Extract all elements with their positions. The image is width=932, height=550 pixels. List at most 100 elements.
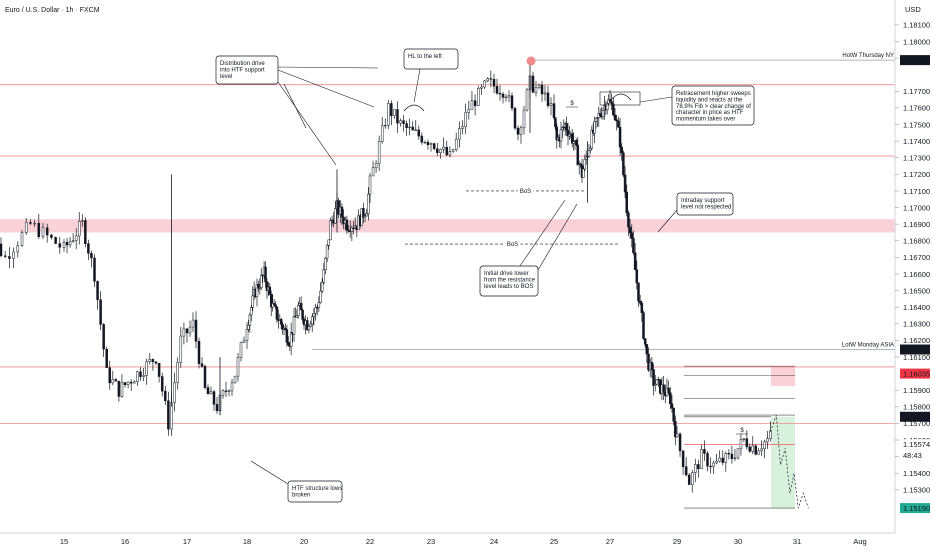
candle-body: [420, 135, 424, 143]
candle-body: [522, 109, 526, 129]
axis-currency-label: USD: [905, 5, 921, 14]
candle-body: [411, 126, 414, 131]
high-dot-marker: [526, 56, 536, 66]
candle-body: [760, 448, 763, 452]
candle-body: [363, 215, 367, 218]
note-distribution-drive-line-0: Distribution drive: [220, 61, 265, 67]
candle-body: [84, 220, 87, 244]
candle-body: [65, 242, 69, 246]
candle-body: [269, 294, 273, 308]
candle-body: [68, 241, 72, 246]
candle-body: [215, 404, 219, 412]
htf-support-zone: [0, 219, 895, 233]
candle-body: [325, 244, 329, 259]
note-distribution-drive-box[interactable]: [215, 55, 279, 85]
candle-body: [559, 129, 563, 142]
candle-body: [327, 239, 330, 246]
y-tick-label: 1.17100: [903, 187, 930, 196]
note-retracement-line-0: Retracement higher sweeps: [676, 91, 751, 97]
y-tick-label: 1.18000: [903, 37, 930, 46]
x-tick-label: 15: [60, 537, 68, 546]
candle-body: [601, 109, 605, 117]
candle-body: [464, 112, 467, 127]
candle-body: [721, 457, 724, 463]
candle-body: [8, 256, 11, 259]
x-tick-label: 17: [183, 537, 191, 546]
candle-body: [507, 95, 511, 98]
candle-body: [429, 143, 433, 145]
candle-body: [525, 89, 529, 111]
candle-body: [617, 120, 620, 128]
note-initial-drive-box[interactable]: [479, 265, 539, 297]
candle-body: [179, 335, 183, 363]
candle-body: [566, 130, 570, 137]
y-tick-label: 1.17500: [903, 120, 930, 129]
note-retracement-line-2: 78.9% Fib > clear change of: [676, 104, 751, 110]
y-tick-label: 1.16300: [903, 320, 930, 329]
candle-body: [62, 242, 66, 248]
candle-body: [540, 84, 544, 95]
candle-body: [340, 206, 344, 218]
note-retracement-leader-0: [639, 96, 673, 103]
candle-body: [151, 359, 155, 363]
note-initial-drive-line-1: from the resistance: [484, 277, 536, 283]
candle-body: [572, 141, 575, 144]
candle-body: [380, 125, 384, 142]
candle-body: [289, 332, 293, 347]
candle-body: [670, 403, 674, 409]
candle-body: [583, 159, 587, 170]
candle-body: [33, 222, 36, 225]
candle-body: [587, 150, 591, 157]
candle-body: [387, 103, 390, 126]
candle-body: [739, 439, 743, 449]
bos-upper-label: BoS: [520, 189, 531, 195]
candle-body: [757, 450, 760, 455]
candle-body: [265, 281, 269, 291]
candle-body: [120, 382, 124, 397]
candle-body: [504, 96, 508, 99]
candle-body: [645, 344, 649, 355]
candle-body: [368, 175, 372, 195]
candle-body: [365, 213, 368, 217]
candle-body: [58, 243, 62, 248]
candle-body: [279, 319, 283, 325]
candle-body: [50, 234, 53, 238]
note-intraday-support-box[interactable]: [676, 192, 734, 216]
candle-body: [311, 316, 314, 325]
note-hl-left-box[interactable]: [403, 48, 459, 70]
candle-body: [295, 315, 299, 318]
candle-body: [377, 141, 381, 164]
candle-body: [672, 407, 675, 422]
badge-1-16035: 1.16035: [903, 369, 930, 378]
note-distribution-drive-leader-0: [277, 66, 379, 69]
candle-body: [610, 101, 613, 105]
candle-body: [579, 163, 582, 166]
candle-body: [126, 381, 130, 386]
y-tick-label: 1.16600: [903, 270, 930, 279]
candle-body: [345, 219, 349, 231]
x-tick-label: 25: [550, 537, 558, 546]
note-initial-drive-leader-0: [537, 203, 578, 271]
candle-body: [245, 329, 249, 341]
candle-body: [549, 103, 553, 106]
candle-body: [224, 390, 228, 392]
fib-zone-box: [599, 91, 641, 106]
candle-body: [285, 329, 289, 343]
candle-body: [12, 251, 15, 259]
x-tick-label: 23: [427, 537, 435, 546]
candle-body: [54, 237, 57, 244]
candle-body: [432, 143, 436, 149]
y-tick-label: 1.16900: [903, 220, 930, 229]
candle-body: [537, 84, 541, 88]
candle-body: [96, 281, 99, 301]
candle-body: [596, 117, 599, 119]
candle-body: [108, 367, 111, 384]
bos-lower-label: BoS: [507, 242, 518, 248]
y-tick-label: 1.16100: [903, 353, 930, 362]
candle-body: [173, 382, 176, 403]
note-htf-structure-box[interactable]: [287, 480, 343, 503]
note-retracement-box[interactable]: [671, 85, 755, 126]
candle-body: [655, 379, 659, 385]
